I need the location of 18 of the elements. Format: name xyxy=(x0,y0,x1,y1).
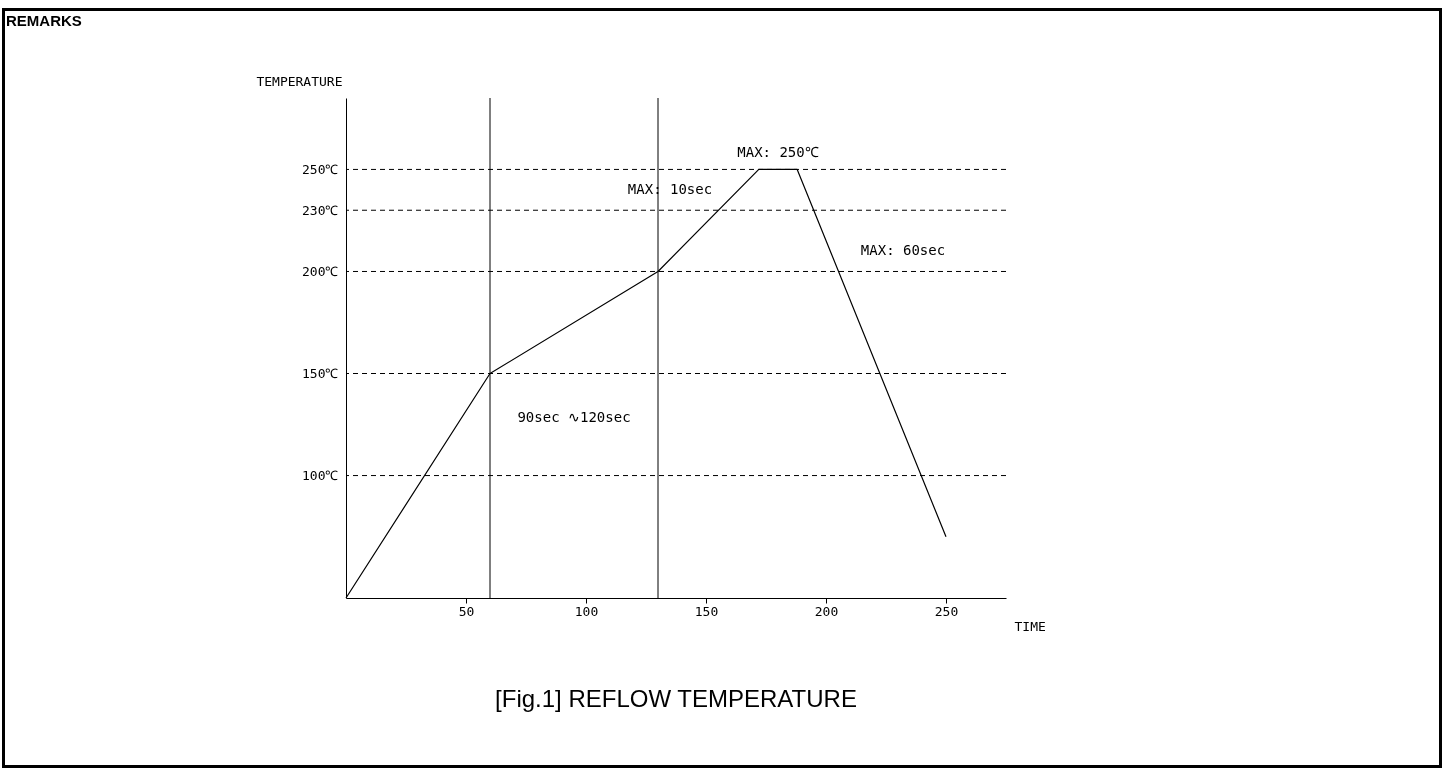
x-axis-title: TIME xyxy=(1014,618,1046,634)
annotation: MAX: 10sec xyxy=(627,181,713,197)
y-tick-label: 100℃ xyxy=(302,468,339,484)
annotation: MAX: 60sec xyxy=(860,242,946,258)
x-tick-label: 250 xyxy=(934,603,959,619)
y-tick-label: 250℃ xyxy=(302,161,339,177)
x-tick-label: 50 xyxy=(458,603,475,619)
y-tick-label: 230℃ xyxy=(302,202,339,218)
annotation: 90sec ∿120sec xyxy=(517,409,631,425)
annotation: MAX: 250℃ xyxy=(737,144,819,160)
text: [Fig.1] REFLOW TEMPERATURE xyxy=(495,685,857,712)
y-tick-label: 200℃ xyxy=(302,263,339,279)
y-tick-label: 150℃ xyxy=(302,366,339,382)
x-tick-label: 100 xyxy=(574,603,599,619)
x-tick-label: 200 xyxy=(814,603,839,619)
x-tick-label: 150 xyxy=(694,603,719,619)
y-axis-title: TEMPERATURE xyxy=(256,73,343,89)
text: REMARKS xyxy=(6,12,82,29)
